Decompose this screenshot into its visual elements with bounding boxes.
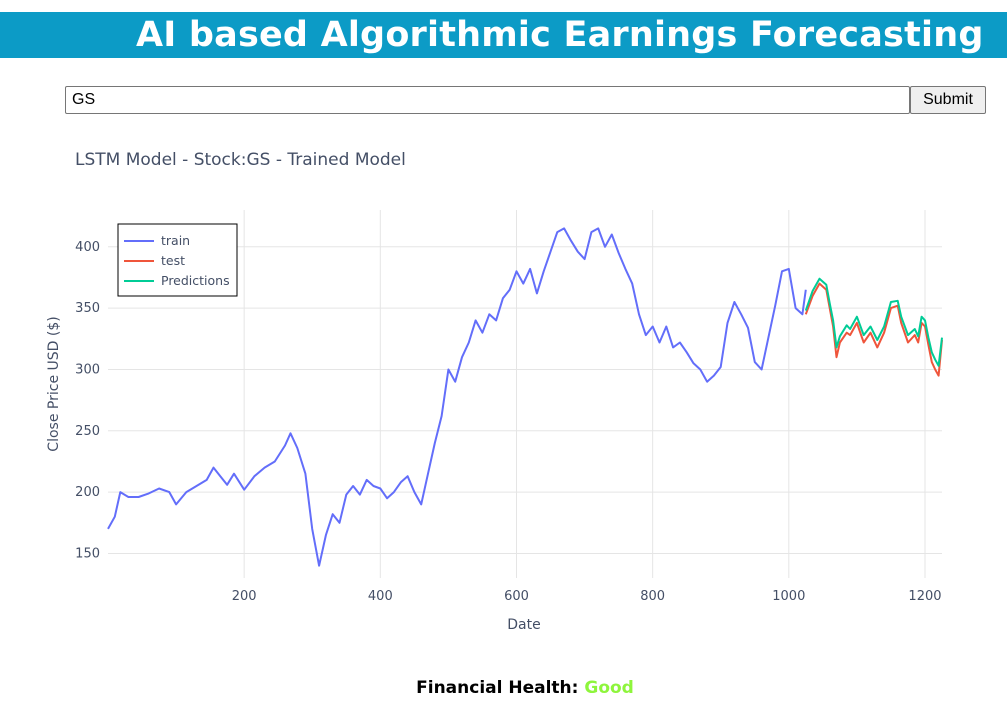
financial-health: Financial Health: Good: [0, 678, 1007, 698]
financial-health-label: Financial Health:: [416, 678, 579, 698]
chart-title: LSTM Model - Stock:GS - Trained Model: [75, 150, 406, 170]
financial-health-value: Good: [584, 678, 634, 698]
x-tick-label: 200: [232, 589, 257, 604]
chart: 150 200 250 300 350 400 200 400 600 800 1000 1200 Da…: [46, 210, 943, 633]
y-tick-label: 250: [75, 424, 100, 439]
series-line-predictions: [804, 277, 943, 367]
y-tick-label: 300: [75, 362, 100, 377]
submit-button[interactable]: Submit: [910, 86, 986, 114]
x-tick-label: 400: [368, 589, 393, 604]
legend-label: Predictions: [161, 273, 230, 288]
legend-label: train: [161, 233, 190, 248]
header-banner: AI based Algorithmic Earnings Forecastin…: [0, 12, 1007, 58]
series-line-train: [107, 227, 807, 567]
y-tick-label: 150: [75, 546, 100, 561]
x-tick-label: 1000: [772, 589, 805, 604]
x-tick-label: 1200: [908, 589, 941, 604]
y-tick-label: 200: [75, 485, 100, 500]
legend-label: test: [161, 253, 185, 268]
series-line-test: [804, 282, 943, 377]
ticker-input[interactable]: [65, 86, 910, 114]
x-axis-title: Date: [507, 617, 540, 633]
y-tick-label: 400: [75, 240, 100, 255]
x-tick-label: 600: [504, 589, 529, 604]
y-tick-label: 350: [75, 301, 100, 316]
y-axis-title: Close Price USD ($): [46, 316, 62, 451]
x-tick-label: 800: [640, 589, 665, 604]
page-title: AI based Algorithmic Earnings Forecastin…: [136, 15, 984, 55]
